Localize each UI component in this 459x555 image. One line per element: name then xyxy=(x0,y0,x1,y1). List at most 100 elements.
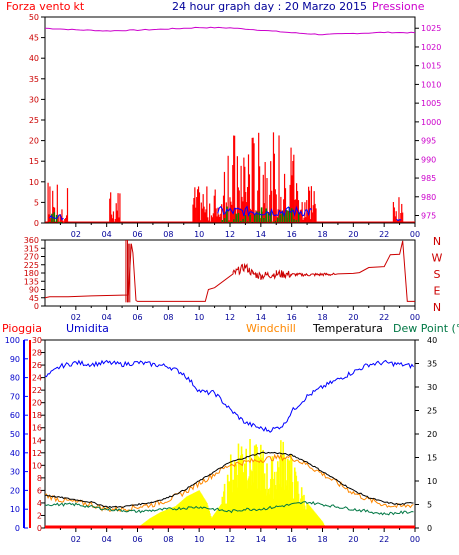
temperature-y-tick-label: 40 xyxy=(427,336,437,345)
direction-x-tick-label: 02 xyxy=(71,313,81,322)
rain-y-tick-label: 20 xyxy=(32,399,42,408)
climate-x-tick-label: 12 xyxy=(225,535,235,544)
direction-y-tick-label: 180 xyxy=(24,269,39,278)
pressure-y-tick-label: 1010 xyxy=(421,80,441,89)
pressure-y-tick-label: 1005 xyxy=(421,99,441,108)
compass-label: W xyxy=(432,252,443,265)
rain-y-tick-label: 14 xyxy=(32,436,42,445)
temperature-y-tick-label: 10 xyxy=(427,477,437,486)
rain-label: Pioggia xyxy=(2,322,42,335)
wind-y-tick-label: 15 xyxy=(29,157,39,166)
humidity-y-tick-label: 30 xyxy=(10,468,20,477)
climate-x-tick-label: 08 xyxy=(163,535,173,544)
pressure-y-tick-label: 1015 xyxy=(421,62,441,71)
direction-x-tick-label: 06 xyxy=(132,313,142,322)
wind-x-tick-label: 04 xyxy=(102,230,112,239)
direction-x-tick-label: 14 xyxy=(256,313,266,322)
rain-y-tick-label: 6 xyxy=(37,486,42,495)
dewpoint-label: Dew Point (°C xyxy=(393,322,459,335)
wind-x-tick-label: 18 xyxy=(317,230,327,239)
rain-y-tick-label: 12 xyxy=(32,449,42,458)
direction-y-tick-label: 45 xyxy=(29,294,39,303)
direction-x-tick-label: 20 xyxy=(348,313,358,322)
rain-y-tick-label: 4 xyxy=(37,499,42,508)
wind-x-tick-label: 08 xyxy=(163,230,173,239)
dewpoint-line xyxy=(44,501,414,516)
climate-x-tick-label: 16 xyxy=(287,535,297,544)
average-wind-line xyxy=(49,214,64,221)
wind-y-tick-label: 0 xyxy=(34,219,39,228)
direction-x-tick-label: 04 xyxy=(102,313,112,322)
wind-y-tick-label: 35 xyxy=(29,75,39,84)
header: Forza vento kt 24 hour graph day : 20 Mar… xyxy=(6,0,425,13)
wind-x-tick-label: 02 xyxy=(71,230,81,239)
rain-y-tick-label: 16 xyxy=(32,424,42,433)
direction-y-tick-label: 315 xyxy=(24,244,39,253)
wind-x-tick-label: 12 xyxy=(225,230,235,239)
wind-y-tick-label: 10 xyxy=(29,178,39,187)
humidity-y-tick-label: 0 xyxy=(15,524,20,533)
average-wind-line xyxy=(396,218,402,222)
pressure-y-tick-label: 1025 xyxy=(421,24,441,33)
direction-y-tick-label: 270 xyxy=(24,253,39,262)
temperature-y-tick-label: 5 xyxy=(427,501,432,510)
humidity-y-tick-label: 50 xyxy=(10,430,20,439)
rain-y-tick-label: 2 xyxy=(37,511,42,520)
climate-x-tick-label: 06 xyxy=(132,535,142,544)
direction-x-tick-label: 18 xyxy=(317,313,327,322)
rain-y-tick-label: 28 xyxy=(32,349,42,358)
pressure-label: Pressione xyxy=(372,0,425,13)
humidity-y-tick-label: 80 xyxy=(10,374,20,383)
temperature-y-tick-label: 30 xyxy=(427,383,437,392)
rain-y-tick-label: 24 xyxy=(32,374,42,383)
humidity-y-tick-label: 20 xyxy=(10,486,20,495)
pressure-line xyxy=(44,26,416,36)
wind-x-tick-label: 20 xyxy=(348,230,358,239)
humidity-line xyxy=(44,359,414,433)
temperature-y-tick-label: 20 xyxy=(427,430,437,439)
temperature-y-tick-label: 35 xyxy=(427,360,437,369)
wind-x-tick-label: 00 xyxy=(410,230,420,239)
humidity-label: Umidita xyxy=(66,322,109,335)
direction-x-tick-label: 12 xyxy=(225,313,235,322)
pressure-y-tick-label: 980 xyxy=(421,193,436,202)
pressure-y-tick-label: 1020 xyxy=(421,43,441,52)
wind-y-tick-label: 30 xyxy=(29,95,39,104)
wind-speed-label: Forza vento kt xyxy=(6,0,85,13)
windchill-label: Windchill xyxy=(246,322,296,335)
average-wind-line xyxy=(217,205,312,218)
pressure-y-tick-label: 995 xyxy=(421,137,436,146)
wind-y-tick-label: 25 xyxy=(29,116,39,125)
direction-x-tick-label: 22 xyxy=(379,313,389,322)
humidity-y-tick-label: 60 xyxy=(10,411,20,420)
humidity-y-tick-label: 10 xyxy=(10,505,20,514)
direction-x-tick-label: 00 xyxy=(410,313,420,322)
pressure-y-tick-label: 985 xyxy=(421,174,436,183)
climate-panel: 0102030405060708090100024681012141618202… xyxy=(5,336,437,544)
wind-y-tick-label: 20 xyxy=(29,137,39,146)
direction-y-tick-label: 0 xyxy=(34,302,39,311)
rain-y-tick-label: 10 xyxy=(32,461,42,470)
pressure-y-tick-label: 990 xyxy=(421,155,436,164)
wind-y-tick-label: 50 xyxy=(29,13,39,22)
climate-x-tick-label: 02 xyxy=(71,535,81,544)
temperature-y-tick-label: 0 xyxy=(427,524,432,533)
wind-x-tick-label: 16 xyxy=(287,230,297,239)
temperature-label: Temperatura xyxy=(312,322,383,335)
climate-header: Pioggia Umidita Windchill Temperatura De… xyxy=(2,322,459,335)
direction-x-tick-label: 16 xyxy=(287,313,297,322)
pressure-y-tick-label: 1000 xyxy=(421,118,441,127)
temperature-line xyxy=(45,451,414,509)
compass-label: S xyxy=(434,268,441,281)
pressure-y-tick-label: 975 xyxy=(421,212,436,221)
humidity-y-tick-label: 40 xyxy=(10,449,20,458)
climate-x-tick-label: 14 xyxy=(256,535,266,544)
direction-x-tick-label: 08 xyxy=(163,313,173,322)
direction-y-tick-label: 135 xyxy=(24,277,39,286)
chart-title: 24 hour graph day : 20 Marzo 2015 xyxy=(172,0,367,13)
direction-y-tick-label: 360 xyxy=(24,236,39,245)
wind-x-tick-label: 22 xyxy=(379,230,389,239)
